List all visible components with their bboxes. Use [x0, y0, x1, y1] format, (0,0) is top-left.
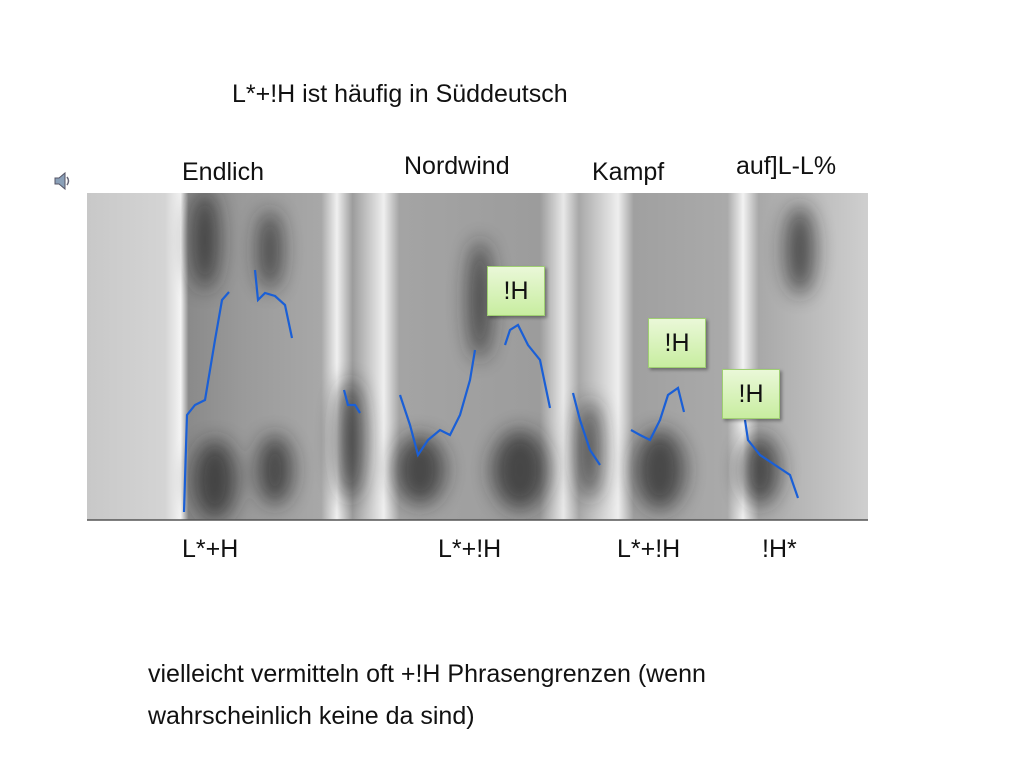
title: L*+!H ist häufig in Süddeutsch	[232, 80, 568, 108]
tone-label: !H*	[762, 535, 797, 563]
speaker-icon[interactable]	[52, 170, 74, 192]
word-label: Kampf	[592, 158, 665, 186]
tone-label: L*+!H	[617, 535, 681, 563]
word-label: Endlich	[182, 158, 264, 186]
note-line: wahrscheinlich keine da sind)	[148, 702, 475, 730]
word-label: auf]L-L%	[736, 152, 837, 180]
accent-box: !H	[487, 266, 545, 316]
tone-label: L*+!H	[438, 535, 502, 563]
accent-box: !H	[648, 318, 706, 368]
note-line: vielleicht vermitteln oft +!H Phrasengre…	[148, 660, 706, 688]
tone-label: L*+H	[182, 535, 239, 563]
word-label: Nordwind	[404, 152, 510, 180]
accent-box: !H	[722, 369, 780, 419]
